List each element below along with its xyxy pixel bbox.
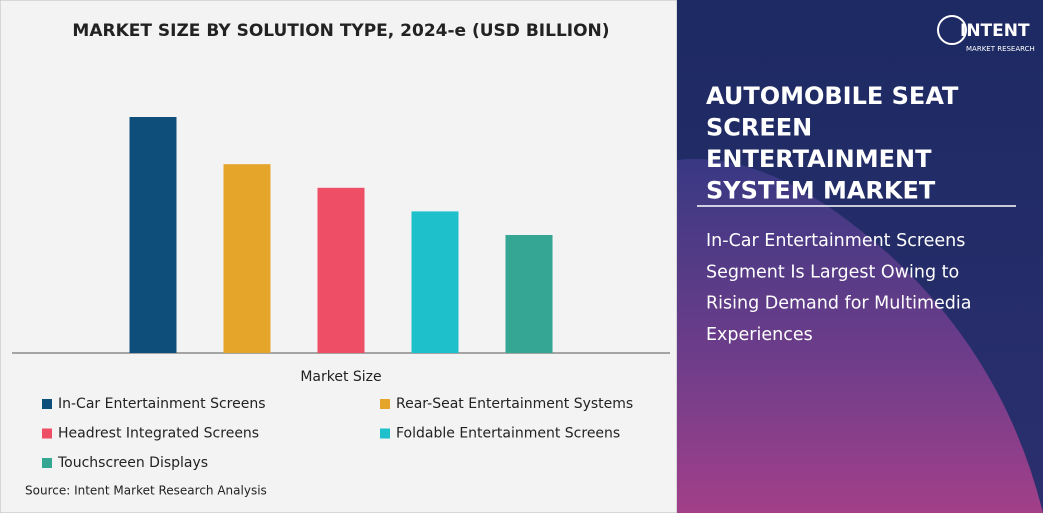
- bar: [223, 164, 271, 353]
- legend-swatch: [42, 458, 52, 468]
- legend-label: Foldable Entertainment Screens: [396, 426, 620, 442]
- panel-heading: SCREEN: [706, 114, 812, 142]
- x-axis-label: Market Size: [300, 369, 381, 385]
- legend-swatch: [380, 399, 390, 409]
- decor-curve: [677, 158, 1043, 513]
- legend-swatch: [42, 399, 52, 409]
- legend-swatch: [380, 428, 390, 439]
- panel-heading: ENTERTAINMENT: [706, 145, 932, 173]
- panel-text: In-Car Entertainment Screens: [706, 231, 965, 251]
- logo-name: INTENT: [960, 21, 1030, 41]
- legend-label: Headrest Integrated Screens: [58, 426, 259, 442]
- legend-label: Rear-Seat Entertainment Systems: [396, 396, 633, 412]
- source: Source: Intent Market Research Analysis: [25, 484, 267, 498]
- panel-text: Segment Is Largest Owing to: [706, 262, 959, 282]
- legend-label: Touchscreen Displays: [57, 455, 208, 471]
- bar: [411, 211, 459, 353]
- legend-label: In-Car Entertainment Screens: [58, 396, 266, 412]
- bar: [505, 235, 553, 353]
- logo-icon: [937, 15, 967, 45]
- bar: [129, 117, 177, 353]
- chart-title: MARKET SIZE BY SOLUTION TYPE, 2024-e (US…: [72, 21, 609, 41]
- logo-tagline: MARKET RESEARCH: [966, 45, 1035, 53]
- panel-text: Experiences: [706, 325, 813, 345]
- bar: [317, 187, 365, 353]
- legend-swatch: [42, 428, 52, 439]
- panel-heading: SYSTEM MARKET: [706, 177, 936, 205]
- panel-heading: AUTOMOBILE SEAT: [706, 82, 959, 110]
- panel-text: Rising Demand for Multimedia: [706, 294, 971, 314]
